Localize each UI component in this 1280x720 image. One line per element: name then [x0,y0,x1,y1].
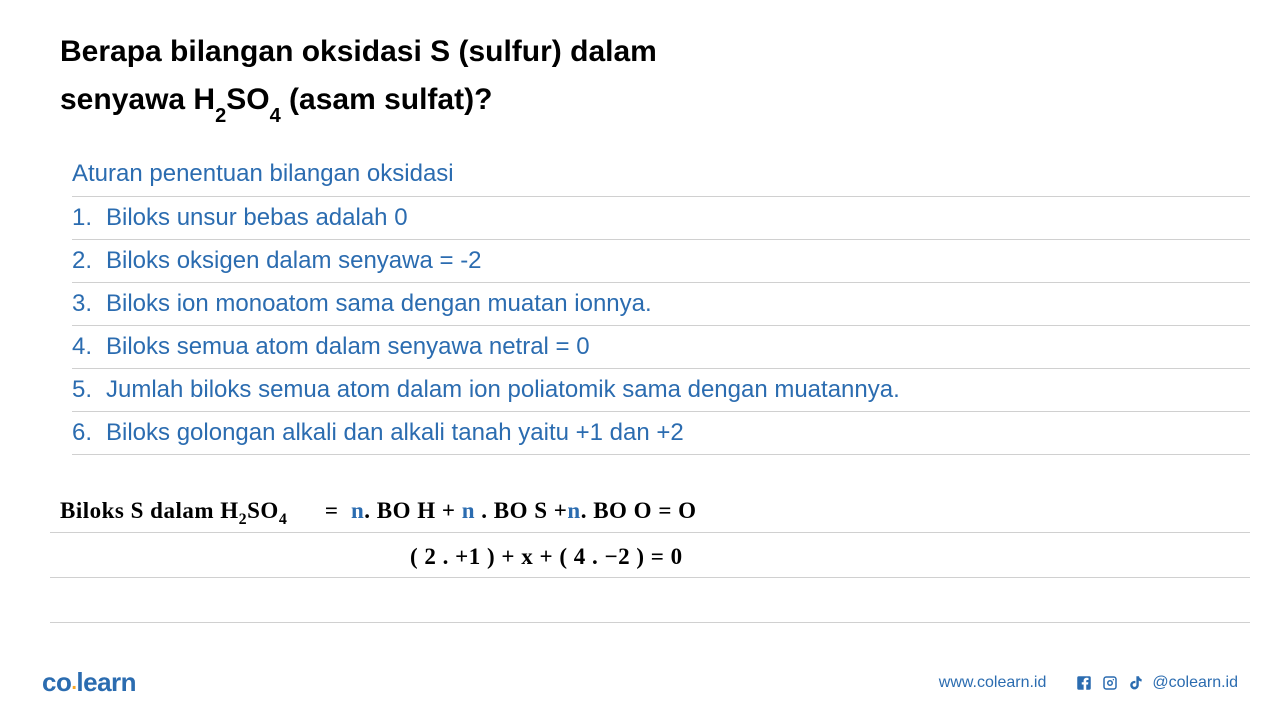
hw-seg: . BO H + [364,498,461,523]
rule-number: 3. [72,290,106,318]
social-group: @colearn.id [1074,673,1238,693]
question-line2-p1: senyawa H [60,83,215,116]
rules-list: Aturan penentuan bilangan oksidasi 1. Bi… [72,160,1250,455]
rule-text: Biloks semua atom dalam senyawa netral =… [106,333,590,361]
tiktok-icon [1126,673,1146,693]
handwriting-line1: Biloks S dalam H2SO4 = n. BO H + n . BO … [60,498,697,529]
question-sub2: 4 [270,105,281,127]
hw-seg: SO [247,498,279,523]
rule-number: 4. [72,333,106,361]
work-line [50,578,1250,623]
handwriting-line2: ( 2 . +1 ) + x + ( 4 . −2 ) = 0 [410,544,683,570]
question-line2-p3: (asam sulfat)? [281,83,493,116]
rule-item: 4. Biloks semua atom dalam senyawa netra… [72,326,1250,369]
hw-seg: . BO S + [475,498,567,523]
footer: co.learn www.colearn.id @colearn.id [0,667,1280,698]
rule-number: 5. [72,376,106,404]
rule-item: 2. Biloks oksigen dalam senyawa = -2 [72,240,1250,283]
hw-n: n [351,498,364,523]
question-sub1: 2 [215,105,226,127]
logo: co.learn [42,667,136,698]
hw-n: n [462,498,475,523]
hw-sub: 2 [239,511,248,528]
question-title: Berapa bilangan oksidasi S (sulfur) dala… [60,28,657,126]
logo-part1: co [42,667,71,697]
rule-item: 6. Biloks golongan alkali dan alkali tan… [72,412,1250,455]
rule-number: 2. [72,247,106,275]
website-url: www.colearn.id [939,674,1047,692]
hw-n: n [567,498,580,523]
rule-item: 3. Biloks ion monoatom sama dengan muata… [72,283,1250,326]
rule-text: Jumlah biloks semua atom dalam ion polia… [106,376,900,404]
hw-seg: . BO O = O [581,498,697,523]
rule-item: 1. Biloks unsur bebas adalah 0 [72,197,1250,240]
hw-seg: = [287,498,351,523]
rules-title: Aturan penentuan bilangan oksidasi [72,160,1250,197]
logo-part2: learn [76,667,136,697]
rule-text: Biloks golongan alkali dan alkali tanah … [106,419,684,447]
question-line2-p2: SO [226,83,269,116]
rule-item: 5. Jumlah biloks semua atom dalam ion po… [72,369,1250,412]
rule-text: Biloks ion monoatom sama dengan muatan i… [106,290,652,318]
question-line1: Berapa bilangan oksidasi S (sulfur) dala… [60,35,657,68]
hw-sub: 4 [279,511,288,528]
rule-text: Biloks oksigen dalam senyawa = -2 [106,247,482,275]
hw-seg: Biloks S dalam H [60,498,239,523]
instagram-icon [1100,673,1120,693]
rule-number: 1. [72,204,106,232]
rule-number: 6. [72,419,106,447]
social-handle: @colearn.id [1152,674,1238,692]
facebook-icon [1074,673,1094,693]
footer-right: www.colearn.id @colearn.id [939,673,1238,693]
rule-text: Biloks unsur bebas adalah 0 [106,204,408,232]
logo-dot: . [71,672,76,694]
